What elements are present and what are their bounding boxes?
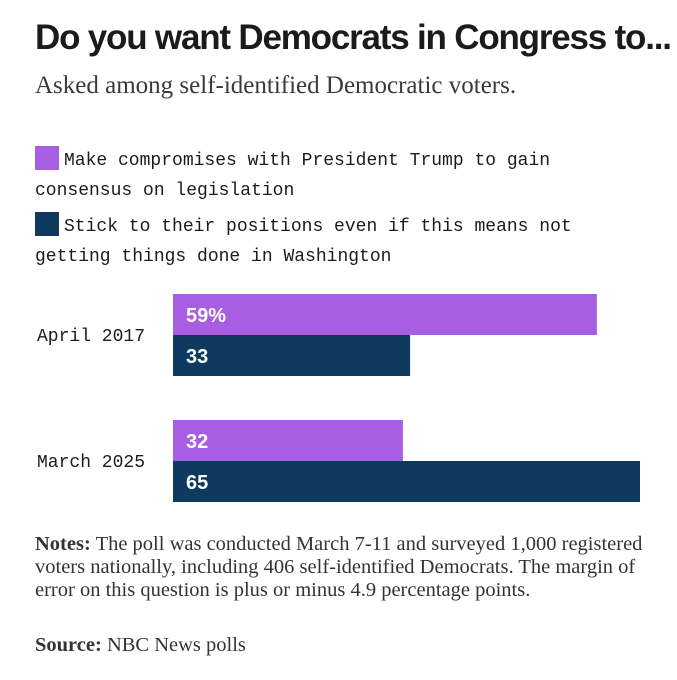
bar-0-1 xyxy=(173,420,403,461)
bar-label-1-1: 65 xyxy=(186,472,208,494)
category-label-0: April 2017 xyxy=(37,327,145,347)
bar-1-1 xyxy=(173,461,640,502)
bar-0-0 xyxy=(173,294,597,335)
bar-chart: April 2017 59% 33 March 2025 32 65 xyxy=(37,294,640,502)
source-text: NBC News polls xyxy=(106,634,246,656)
chart-subtitle: Asked among self-identified Democratic v… xyxy=(35,72,517,99)
bar-label-0-1: 32 xyxy=(186,431,208,453)
notes: Notes: The poll was conducted March 7-11… xyxy=(35,533,645,602)
legend: Make compromises with President Trump to… xyxy=(35,146,635,278)
bar-label-1-0: 33 xyxy=(186,346,208,368)
chart-title: Do you want Democrats in Congress to... xyxy=(35,18,672,57)
source-label: Source: xyxy=(35,634,102,656)
category-label-1: March 2025 xyxy=(37,453,145,473)
legend-item-compromise: Make compromises with President Trump to… xyxy=(35,146,635,206)
legend-item-stick: Stick to their positions even if this me… xyxy=(35,212,635,272)
bar-1-0 xyxy=(173,335,411,376)
notes-text: The poll was conducted March 7-11 and su… xyxy=(35,533,643,601)
legend-label-stick: Stick to their positions even if this me… xyxy=(35,217,572,267)
legend-swatch-stick xyxy=(35,212,59,236)
legend-label-compromise: Make compromises with President Trump to… xyxy=(35,151,551,201)
bar-label-0-0: 59% xyxy=(186,305,226,327)
notes-label: Notes: xyxy=(35,533,91,555)
legend-swatch-compromise xyxy=(35,146,59,170)
source: Source: NBC News polls xyxy=(35,634,246,657)
